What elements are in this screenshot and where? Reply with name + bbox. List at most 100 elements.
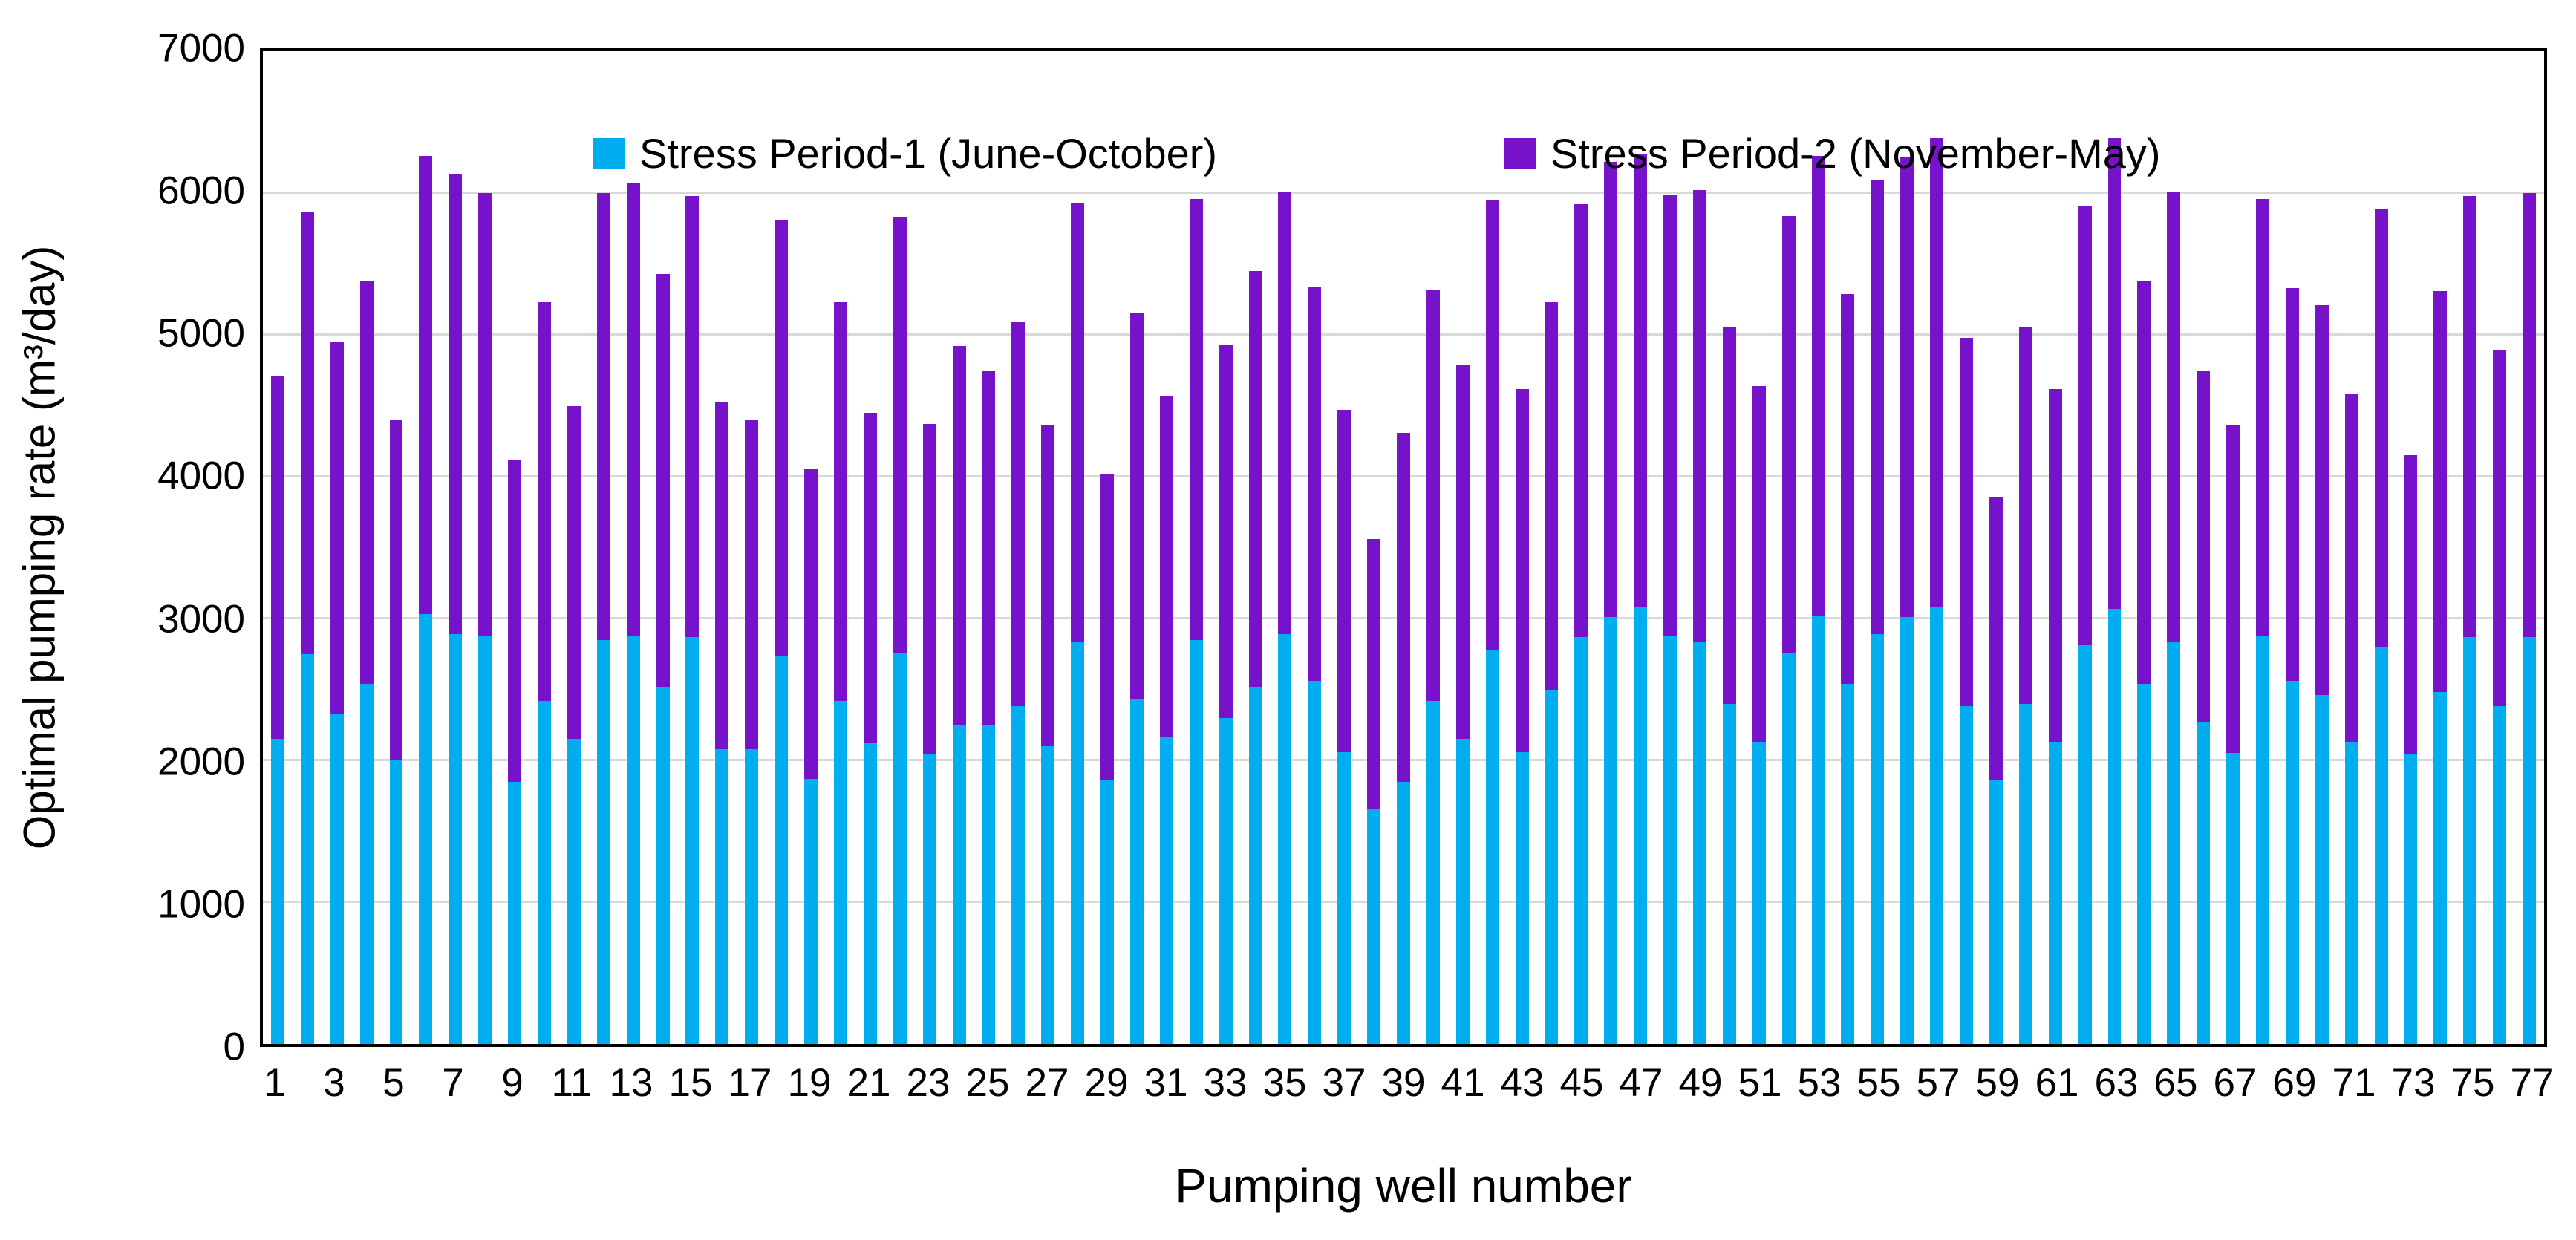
bar-segment-sp1-well-15 — [685, 636, 700, 1044]
bar-well-34 — [1248, 51, 1262, 1044]
bar-segment-sp2-well-13 — [626, 183, 640, 636]
bar-well-4 — [359, 51, 374, 1044]
bar-segment-sp1-well-5 — [389, 760, 403, 1044]
bar-well-40 — [1426, 51, 1440, 1044]
bar-segment-sp2-well-14 — [656, 273, 670, 687]
bar-well-37 — [1337, 51, 1351, 1044]
bar-well-77 — [2523, 51, 2537, 1044]
bar-well-11 — [567, 51, 581, 1044]
bar-segment-sp2-well-71 — [2344, 394, 2358, 743]
bar-segment-sp1-well-76 — [2493, 706, 2507, 1044]
y-tick-label-2000: 2000 — [157, 740, 245, 784]
bar-well-67 — [2226, 51, 2240, 1044]
x-tick-label-69: 69 — [2272, 1061, 2317, 1105]
bar-segment-sp1-well-24 — [952, 725, 966, 1044]
x-tick-label-53: 53 — [1797, 1061, 1842, 1105]
x-tick-label-7: 7 — [442, 1061, 464, 1105]
bar-well-52 — [1781, 51, 1796, 1044]
x-tick-label-41: 41 — [1441, 1061, 1485, 1105]
x-tick-label-67: 67 — [2213, 1061, 2257, 1105]
bar-segment-sp1-well-47 — [1634, 607, 1648, 1044]
bar-segment-sp1-well-71 — [2344, 742, 2358, 1044]
bar-segment-sp1-well-34 — [1248, 686, 1262, 1044]
bar-segment-sp2-well-26 — [1011, 322, 1025, 707]
bar-segment-sp1-well-45 — [1574, 636, 1588, 1044]
bar-segment-sp1-well-27 — [1041, 745, 1055, 1044]
bar-segment-sp2-well-47 — [1634, 154, 1648, 607]
bar-well-15 — [685, 51, 700, 1044]
bar-segment-sp1-well-9 — [508, 781, 522, 1044]
bar-well-21 — [863, 51, 877, 1044]
bar-segment-sp1-well-52 — [1781, 652, 1796, 1044]
bar-well-76 — [2493, 51, 2507, 1044]
bar-segment-sp2-well-58 — [1960, 337, 1973, 707]
bar-well-8 — [478, 51, 492, 1044]
bar-segment-sp2-well-15 — [685, 195, 700, 637]
bar-well-18 — [775, 51, 789, 1044]
x-tick-label-27: 27 — [1025, 1061, 1069, 1105]
bar-segment-sp1-well-62 — [2078, 645, 2092, 1044]
bar-segment-sp1-well-7 — [449, 634, 463, 1044]
bar-well-32 — [1189, 51, 1203, 1044]
bar-segment-sp2-well-30 — [1129, 313, 1144, 699]
y-tick-label-4000: 4000 — [157, 454, 245, 498]
bar-segment-sp2-well-1 — [270, 376, 284, 740]
bar-segment-sp1-well-10 — [538, 700, 551, 1044]
bar-segment-sp2-well-44 — [1545, 302, 1559, 690]
x-tick-label-51: 51 — [1738, 1061, 1782, 1105]
bar-segment-sp1-well-53 — [1811, 616, 1825, 1044]
y-tick-label-1000: 1000 — [157, 882, 245, 927]
bar-well-33 — [1219, 51, 1233, 1044]
bar-segment-sp2-well-34 — [1248, 271, 1262, 687]
bar-well-74 — [2433, 51, 2448, 1044]
bar-segment-sp2-well-43 — [1515, 388, 1529, 752]
x-tick-label-13: 13 — [609, 1061, 653, 1105]
bar-segment-sp1-well-55 — [1871, 634, 1885, 1044]
bar-segment-sp2-well-53 — [1811, 156, 1825, 616]
bar-segment-sp1-well-30 — [1129, 699, 1144, 1044]
bar-well-68 — [2256, 51, 2269, 1044]
bar-well-30 — [1129, 51, 1144, 1044]
bar-segment-sp1-well-68 — [2256, 635, 2269, 1044]
bar-segment-sp2-well-56 — [1900, 157, 1914, 618]
bar-segment-sp1-well-50 — [1722, 703, 1736, 1044]
bar-segment-sp1-well-18 — [775, 655, 789, 1044]
bar-segment-sp2-well-54 — [1841, 293, 1855, 684]
bar-well-19 — [804, 51, 818, 1044]
bar-well-28 — [1071, 51, 1085, 1044]
bar-segment-sp2-well-28 — [1071, 203, 1085, 642]
bar-segment-sp2-well-8 — [478, 193, 492, 636]
bar-segment-sp2-well-67 — [2226, 425, 2240, 754]
bar-well-61 — [2048, 51, 2062, 1044]
y-axis-title-text: Optimal pumping rate (m³/day) — [14, 245, 65, 850]
y-tick-label-7000: 7000 — [157, 26, 245, 71]
y-axis-title: Optimal pumping rate (m³/day) — [6, 48, 73, 1047]
bar-segment-sp2-well-6 — [419, 156, 433, 615]
bar-segment-sp2-well-20 — [833, 302, 847, 701]
bar-segment-sp2-well-60 — [2018, 326, 2032, 704]
bar-segment-sp2-well-10 — [538, 302, 551, 701]
bar-well-70 — [2315, 51, 2329, 1044]
bar-segment-sp2-well-40 — [1426, 289, 1440, 701]
x-tick-label-39: 39 — [1381, 1061, 1426, 1105]
legend-label-period-1: Stress Period-1 (June-October) — [639, 130, 1218, 177]
bar-segment-sp1-well-42 — [1485, 650, 1499, 1044]
bar-segment-sp2-well-73 — [2404, 455, 2418, 755]
x-tick-label-15: 15 — [668, 1061, 713, 1105]
bar-segment-sp2-well-41 — [1455, 365, 1470, 740]
bar-segment-sp1-well-31 — [1159, 737, 1173, 1044]
bar-segment-sp1-well-72 — [2374, 647, 2388, 1044]
bar-well-10 — [538, 51, 551, 1044]
bar-well-38 — [1367, 51, 1381, 1044]
x-tick-label-11: 11 — [551, 1061, 593, 1105]
bar-well-72 — [2374, 51, 2388, 1044]
bar-well-36 — [1308, 51, 1322, 1044]
x-axis-title: Pumping well number — [260, 1158, 2547, 1213]
bar-well-57 — [1930, 51, 1944, 1044]
bar-well-44 — [1545, 51, 1559, 1044]
bar-well-12 — [596, 51, 610, 1044]
bar-segment-sp2-well-68 — [2256, 198, 2269, 636]
x-tick-label-9: 9 — [501, 1061, 524, 1105]
bar-segment-sp2-well-35 — [1278, 192, 1292, 635]
bar-segment-sp1-well-44 — [1545, 689, 1559, 1044]
